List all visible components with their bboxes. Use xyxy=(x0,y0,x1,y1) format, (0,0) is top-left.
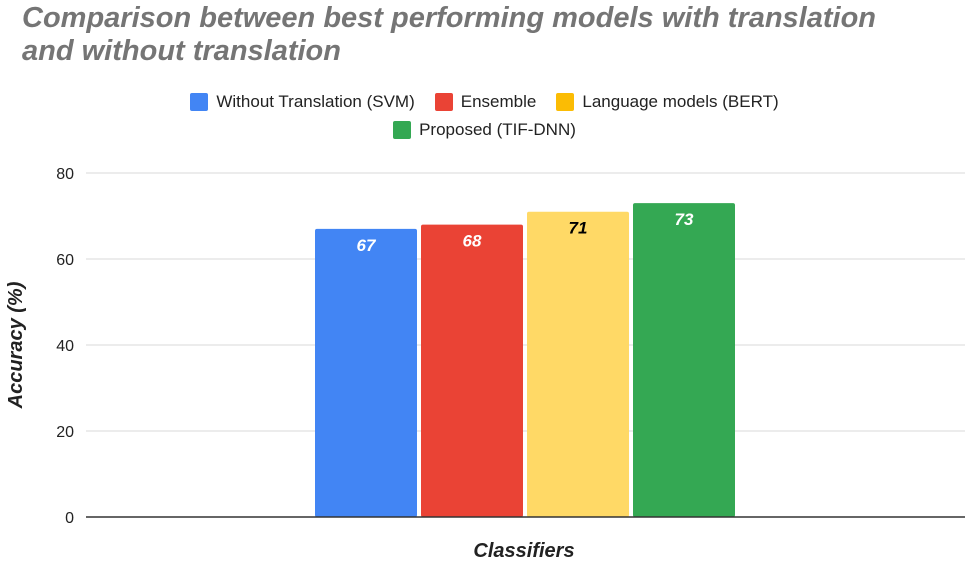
data-label-3: 71 xyxy=(569,219,588,238)
legend-swatch-svm xyxy=(190,93,209,111)
y-tick-label-80: 80 xyxy=(56,166,74,183)
y-axis-title: Accuracy (%) xyxy=(5,281,27,409)
data-labels: 67 68 71 73 xyxy=(357,210,694,255)
legend-label-svm: Without Translation (SVM) xyxy=(216,92,415,111)
chart-title: Comparison between best performing model… xyxy=(22,2,876,67)
bar-1[interactable] xyxy=(315,228,417,517)
legend-item-tif-dnn[interactable]: Proposed (TIF-DNN) xyxy=(393,120,576,140)
legend-item-svm[interactable]: Without Translation (SVM) xyxy=(190,92,415,112)
x-axis-title: Classifiers xyxy=(473,540,574,562)
bar-2[interactable] xyxy=(421,224,523,517)
bars xyxy=(315,203,735,517)
legend-label-bert: Language models (BERT) xyxy=(582,92,779,111)
data-label-4: 73 xyxy=(675,210,694,229)
legend-swatch-ensemble xyxy=(434,93,453,111)
y-tick-label-0: 0 xyxy=(65,510,74,527)
y-tick-label-40: 40 xyxy=(56,338,74,355)
legend-swatch-bert xyxy=(556,93,575,111)
legend-item-bert[interactable]: Language models (BERT) xyxy=(556,92,779,112)
legend-item-ensemble[interactable]: Ensemble xyxy=(434,92,537,112)
legend-row-2: Proposed (TIF-DNN) xyxy=(0,116,969,144)
y-tick-label-20: 20 xyxy=(56,424,74,441)
bar-3[interactable] xyxy=(527,211,629,517)
bar-4[interactable] xyxy=(633,203,735,517)
legend-label-tif-dnn: Proposed (TIF-DNN) xyxy=(419,120,576,139)
legend-row-1: Without Translation (SVM) Ensemble Langu… xyxy=(0,88,969,116)
gridlines xyxy=(86,172,965,518)
y-tick-label-60: 60 xyxy=(56,252,74,269)
data-label-2: 68 xyxy=(463,232,482,251)
data-label-1: 67 xyxy=(357,236,377,255)
legend-label-ensemble: Ensemble xyxy=(460,92,537,111)
y-tick-labels: 0 20 40 60 80 xyxy=(56,166,74,527)
legend-swatch-tif-dnn xyxy=(393,121,412,139)
legend: Without Translation (SVM) Ensemble Langu… xyxy=(0,88,969,144)
